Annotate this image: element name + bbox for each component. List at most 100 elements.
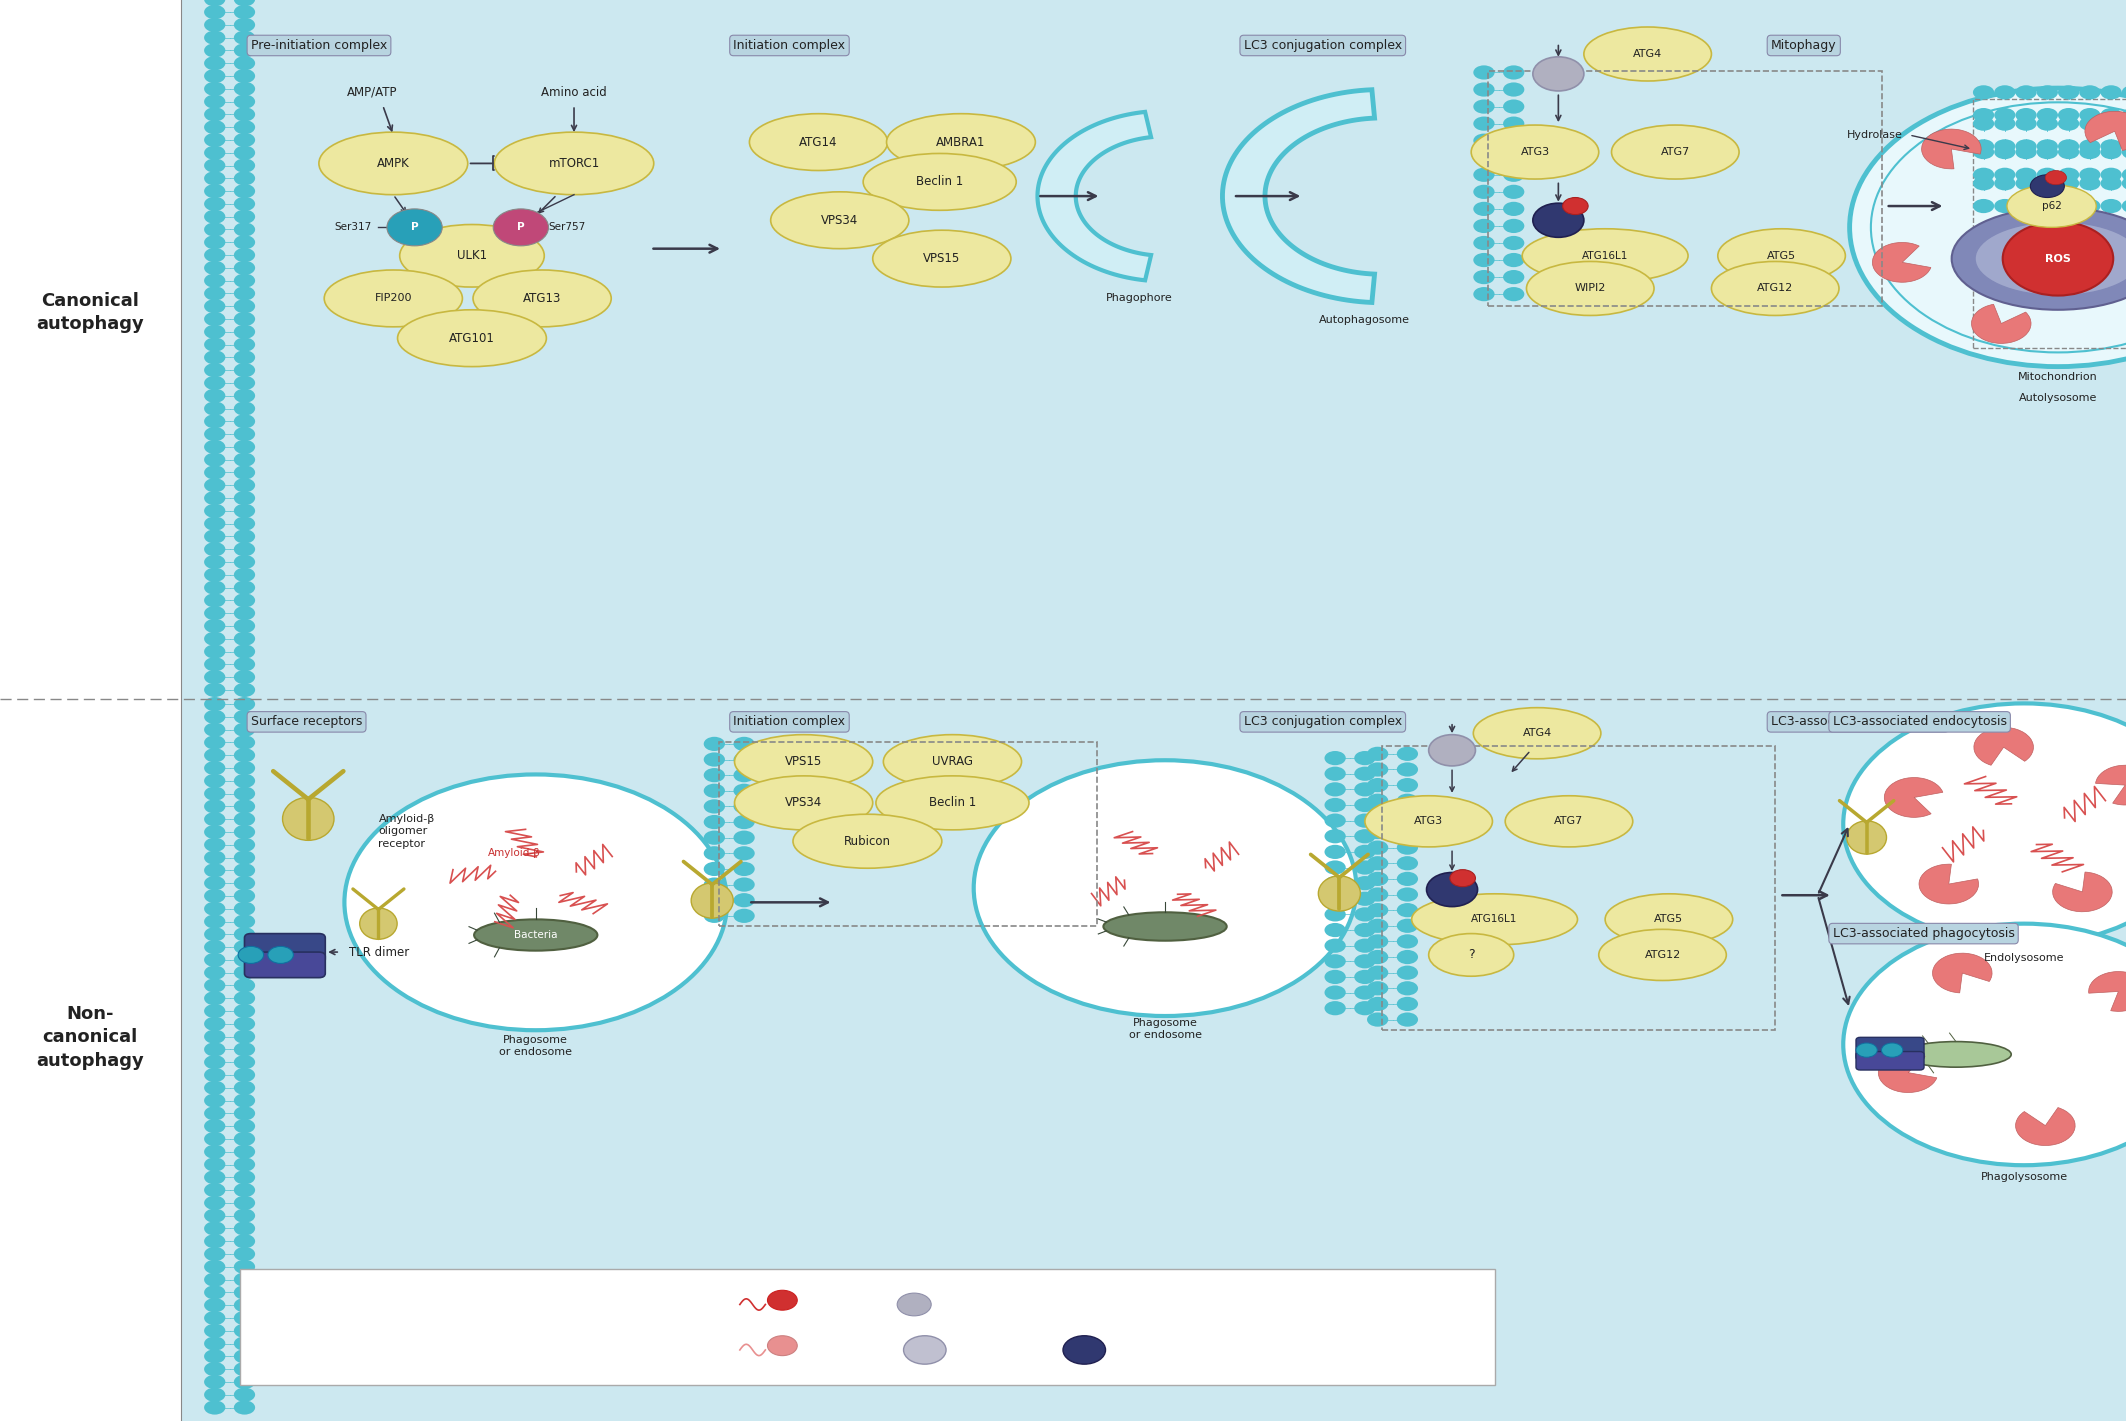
Text: Amyloid-β: Amyloid-β [489, 847, 540, 858]
Circle shape [2058, 117, 2079, 131]
Circle shape [1994, 176, 2015, 190]
Circle shape [1324, 782, 1346, 796]
Circle shape [1856, 1043, 1877, 1057]
Circle shape [733, 736, 755, 750]
Ellipse shape [493, 132, 655, 195]
Circle shape [234, 81, 255, 95]
Circle shape [204, 1361, 225, 1376]
Wedge shape [1877, 1053, 1937, 1093]
Circle shape [234, 209, 255, 223]
Circle shape [1503, 287, 1524, 301]
Circle shape [234, 554, 255, 568]
Ellipse shape [319, 132, 468, 195]
Text: PE: PE [808, 1299, 821, 1310]
FancyBboxPatch shape [1856, 1037, 1924, 1060]
Text: Phagosome
or endosome: Phagosome or endosome [500, 1034, 572, 1057]
Circle shape [204, 465, 225, 479]
Ellipse shape [884, 735, 1023, 789]
Circle shape [234, 1222, 255, 1236]
Circle shape [234, 684, 255, 698]
Circle shape [204, 222, 225, 236]
Circle shape [204, 723, 225, 737]
Circle shape [234, 247, 255, 261]
Circle shape [204, 260, 225, 274]
Circle shape [1324, 924, 1346, 938]
Circle shape [1367, 855, 1388, 870]
Circle shape [234, 1248, 255, 1262]
Circle shape [974, 760, 1356, 1016]
Circle shape [234, 1017, 255, 1032]
Text: ATG13: ATG13 [523, 291, 561, 306]
Text: Ser317: Ser317 [334, 222, 372, 233]
Ellipse shape [283, 797, 334, 840]
Circle shape [234, 864, 255, 878]
Circle shape [1397, 871, 1418, 887]
Circle shape [1503, 117, 1524, 131]
Circle shape [204, 414, 225, 428]
Circle shape [204, 620, 225, 634]
Circle shape [1367, 809, 1388, 823]
Ellipse shape [1711, 261, 1839, 315]
Circle shape [234, 55, 255, 70]
Circle shape [234, 580, 255, 594]
Circle shape [204, 684, 225, 698]
Wedge shape [1884, 777, 1943, 817]
Circle shape [204, 1017, 225, 1032]
Circle shape [2122, 176, 2126, 190]
Circle shape [234, 723, 255, 737]
Circle shape [1473, 202, 1495, 216]
Circle shape [1473, 270, 1495, 284]
Text: Beclin 1: Beclin 1 [916, 175, 963, 189]
Circle shape [234, 620, 255, 634]
Circle shape [204, 183, 225, 198]
Wedge shape [1971, 304, 2030, 344]
Circle shape [1429, 735, 1475, 766]
Circle shape [234, 68, 255, 82]
Ellipse shape [1952, 207, 2126, 310]
Text: ATG4: ATG4 [1522, 728, 1552, 739]
Circle shape [1367, 871, 1388, 887]
Circle shape [234, 273, 255, 287]
Circle shape [234, 850, 255, 864]
Circle shape [704, 816, 725, 830]
Text: ROS: ROS [2045, 253, 2071, 264]
Text: Beclin 1: Beclin 1 [929, 796, 976, 810]
Text: Rubicon: Rubicon [844, 834, 891, 848]
Circle shape [204, 1401, 225, 1415]
Circle shape [2015, 199, 2037, 213]
Circle shape [204, 1171, 225, 1185]
Circle shape [234, 1361, 255, 1376]
Circle shape [234, 1081, 255, 1096]
Circle shape [204, 298, 225, 313]
Circle shape [1843, 703, 2126, 945]
Text: ATG3: ATG3 [1520, 146, 1550, 158]
Circle shape [2003, 222, 2113, 296]
Circle shape [234, 222, 255, 236]
Circle shape [1367, 904, 1388, 918]
Text: Mitochondrion: Mitochondrion [2018, 371, 2098, 382]
Circle shape [204, 966, 225, 980]
Ellipse shape [474, 919, 597, 951]
Circle shape [204, 94, 225, 108]
Text: LC3-associated phagocytosis: LC3-associated phagocytosis [1833, 926, 2015, 941]
Circle shape [234, 465, 255, 479]
Circle shape [204, 1376, 225, 1390]
Circle shape [2100, 85, 2122, 99]
Text: ATG7: ATG7 [1554, 816, 1584, 827]
Ellipse shape [1526, 261, 1654, 315]
Circle shape [234, 800, 255, 814]
Circle shape [387, 209, 442, 246]
Circle shape [1324, 986, 1346, 1000]
Circle shape [1850, 88, 2126, 367]
Circle shape [1367, 966, 1388, 980]
Circle shape [204, 850, 225, 864]
Circle shape [204, 17, 225, 31]
Circle shape [1397, 1012, 1418, 1026]
Circle shape [1354, 955, 1376, 969]
Circle shape [2079, 108, 2100, 122]
Text: LC3 conjugation complex: LC3 conjugation complex [1244, 38, 1401, 53]
Circle shape [2079, 199, 2100, 213]
Text: ATG4: ATG4 [1633, 48, 1663, 60]
Circle shape [1973, 176, 1994, 190]
Ellipse shape [872, 230, 1012, 287]
